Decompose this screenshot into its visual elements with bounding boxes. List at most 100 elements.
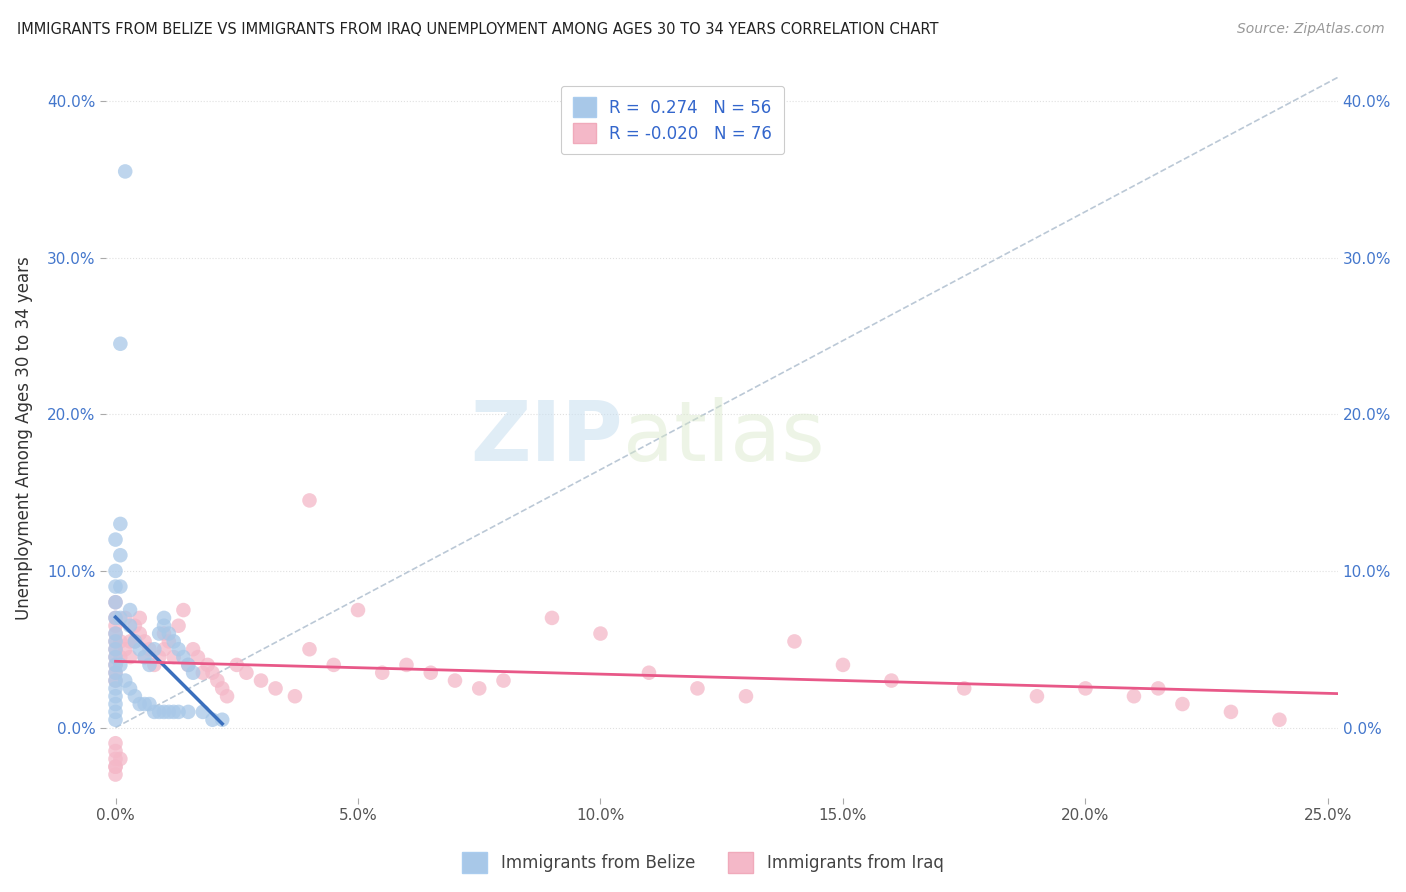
Point (250, 673, 273, 688)
Point (880, 673, 903, 688)
Point (104, 626, 127, 640)
Point (163, 705, 186, 719)
Point (138, 642, 160, 657)
Point (124, 690, 146, 704)
Point (138, 697, 160, 711)
Point (110, 336, 132, 351)
Point (114, 673, 136, 688)
Point (104, 767, 127, 781)
Text: IMMIGRANTS FROM BELIZE VS IMMIGRANTS FROM IRAQ UNEMPLOYMENT AMONG AGES 30 TO 34 : IMMIGRANTS FROM BELIZE VS IMMIGRANTS FRO… (17, 22, 938, 37)
Point (284, 690, 307, 704)
Point (589, 626, 612, 640)
Y-axis label: Unemployment Among Ages 30 to 34 years: Unemployment Among Ages 30 to 34 years (15, 256, 32, 620)
Point (322, 657, 344, 672)
Point (177, 705, 200, 719)
Point (163, 650, 186, 665)
Point (153, 705, 176, 719)
Point (104, 650, 127, 665)
Point (153, 642, 176, 657)
Point (191, 665, 214, 680)
Point (118, 619, 141, 633)
Point (104, 642, 127, 657)
Point (114, 642, 136, 657)
Point (1074, 681, 1097, 696)
Point (104, 673, 127, 688)
Point (444, 673, 467, 688)
Point (128, 611, 150, 625)
Point (138, 657, 160, 672)
Point (104, 642, 127, 657)
Point (686, 681, 709, 696)
Point (167, 619, 190, 633)
Point (124, 619, 146, 633)
Point (1147, 681, 1170, 696)
Text: atlas: atlas (623, 397, 825, 478)
Point (124, 634, 146, 648)
Point (148, 705, 170, 719)
Point (104, 705, 127, 719)
Point (104, 681, 127, 696)
Point (225, 657, 247, 672)
Point (347, 603, 370, 617)
Point (1026, 690, 1049, 704)
Point (104, 626, 127, 640)
Legend: Immigrants from Belize, Immigrants from Iraq: Immigrants from Belize, Immigrants from … (456, 846, 950, 880)
Point (104, 634, 127, 648)
Point (207, 673, 229, 688)
Point (191, 705, 214, 719)
Point (104, 690, 127, 704)
Point (211, 681, 233, 696)
Point (172, 603, 194, 617)
Point (1123, 690, 1146, 704)
Point (783, 634, 806, 648)
Point (153, 611, 176, 625)
Point (104, 533, 127, 547)
Point (110, 650, 132, 665)
Point (215, 690, 238, 704)
Point (104, 673, 127, 688)
Point (128, 626, 150, 640)
Point (148, 650, 170, 665)
Point (104, 744, 127, 758)
Point (163, 634, 186, 648)
Point (419, 665, 441, 680)
Point (114, 611, 136, 625)
Point (118, 681, 141, 696)
Point (541, 611, 564, 625)
Point (1171, 697, 1194, 711)
Point (235, 665, 257, 680)
Point (104, 657, 127, 672)
Point (114, 164, 136, 178)
Point (177, 657, 200, 672)
Point (134, 634, 156, 648)
Point (128, 697, 150, 711)
Point (167, 642, 190, 657)
Point (110, 634, 132, 648)
Point (143, 642, 166, 657)
Point (104, 760, 127, 774)
Point (134, 650, 156, 665)
Point (1268, 713, 1291, 727)
Point (468, 681, 491, 696)
Point (110, 657, 132, 672)
Point (110, 516, 132, 531)
Point (172, 650, 194, 665)
Point (953, 681, 976, 696)
Point (134, 697, 156, 711)
Point (104, 634, 127, 648)
Point (104, 736, 127, 750)
Point (104, 564, 127, 578)
Point (157, 705, 180, 719)
Point (104, 650, 127, 665)
Point (492, 673, 515, 688)
Point (735, 690, 758, 704)
Point (148, 626, 170, 640)
Text: ZIP: ZIP (471, 397, 623, 478)
Point (110, 611, 132, 625)
Point (181, 642, 204, 657)
Point (395, 657, 418, 672)
Text: Source: ZipAtlas.com: Source: ZipAtlas.com (1237, 22, 1385, 37)
Point (177, 657, 200, 672)
Point (832, 657, 855, 672)
Point (104, 697, 127, 711)
